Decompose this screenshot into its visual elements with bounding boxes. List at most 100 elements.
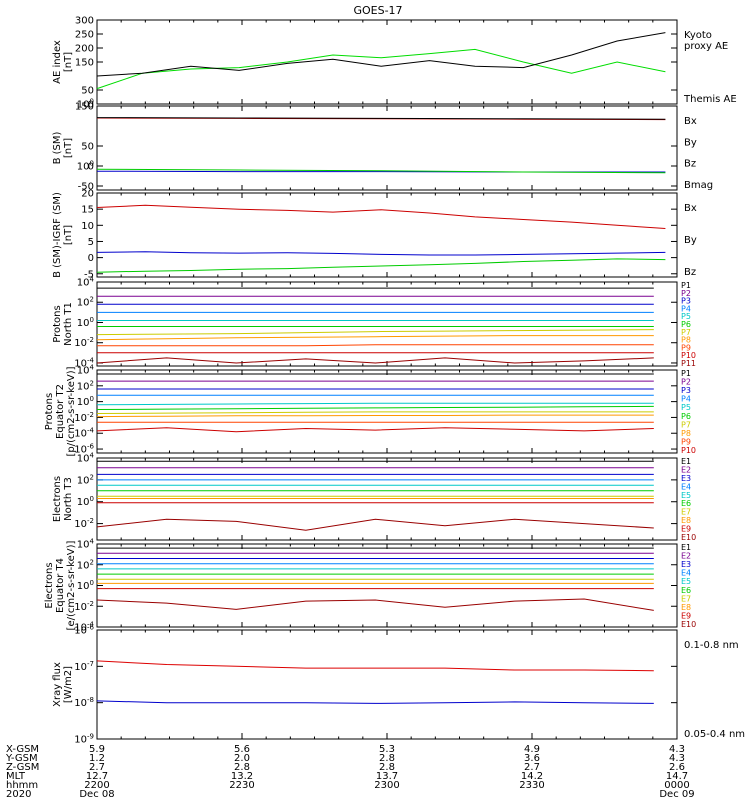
legend-entry: E6 [681,499,691,508]
y-axis-label: AE index [52,40,63,84]
y-tick-label: 100 [77,579,94,592]
panel-frame [96,281,678,367]
y-axis-label: [nT] [63,138,74,158]
ephemeris-value: 0000 [664,780,689,791]
series-line [96,357,654,364]
y-tick-label: 10-2 [74,411,94,424]
legend-entry: E10 [681,620,696,629]
series-line [96,427,654,433]
y-tick-label: 102 [77,379,94,392]
series-line [96,329,654,336]
y-tick-label: 102 [77,296,94,309]
y-axis-label: [W/m2] [63,666,74,703]
legend-entry: E2 [681,552,691,561]
panel-frame [96,629,678,740]
legend-entry: P7 [681,328,691,337]
y-tick-label: 104 [77,364,95,377]
y-tick-label: 10-4 [74,356,94,369]
ephemeris-value: Dec 08 [79,789,114,800]
legend-entry: P5 [681,403,691,412]
series-line [96,258,666,273]
legend-entry: P10 [681,446,696,455]
ephemeris-value: 2330 [519,780,544,791]
ephemeris-value: 5.9 [89,744,105,755]
y-axis-label: Equator T4 [55,558,66,613]
y-tick-label: 102 [77,473,94,486]
ephemeris-value: 2.7 [89,762,105,773]
y-tick-label: 150 [75,58,94,69]
legend-entry: Bx [684,203,697,214]
y-tick-label: -50 [78,182,94,193]
series-line [96,48,666,90]
legend-entry: E4 [681,482,691,491]
panel-6: 10-2 100 102 104 Electrons North T3 E1E2E3E4E5… [52,452,696,543]
series-line [96,660,654,672]
legend-entry: E1 [681,457,691,466]
legend-entry: P3 [681,386,691,395]
series-line [96,414,654,418]
y-tick-label: 0 [88,162,94,173]
legend-entry: P4 [681,304,691,313]
y-tick-label: 104 [77,538,95,551]
legend-entry: Bmag [684,180,713,191]
panel-frame [96,192,678,278]
y-tick-label: 10-4 [74,427,94,440]
ephemeris-value: 13.7 [376,771,398,782]
y-axis-label: Xray flux [52,662,63,707]
y-axis-label: Protons [52,305,63,342]
y-tick-label: 10-2 [74,517,94,530]
y-axis-label: North T1 [63,302,74,346]
legend-entry: proxy AE [684,41,728,52]
y-axis-label: B (SM)-IGRF (SM) [52,192,63,278]
y-axis-label: Protons [44,393,55,430]
ephemeris-value: 2200 [84,780,109,791]
ephemeris-value: 5.6 [234,744,250,755]
legend-entry: E4 [681,569,691,578]
ephemeris-value: 2300 [374,780,399,791]
y-tick-label: 104 [77,276,95,289]
y-tick-label: 102 [77,558,94,571]
y-tick-label: 300 [75,16,94,27]
y-tick-label: 100 [77,160,94,173]
series-line [96,335,654,341]
ephemeris-value: 1.2 [89,753,105,764]
series-line [96,117,666,120]
ephemeris-row-label: X-GSM [6,744,39,755]
y-axis-label: Electrons [52,476,63,522]
y-tick-label: 0 [88,253,94,264]
series-line [96,204,666,229]
series-line [96,598,654,611]
y-tick-label: 100 [77,316,94,329]
series-line [96,32,666,77]
panel-2: -50 0 50 100 150 B (SM) [nT] Bx By Bz Bmag [52,102,713,193]
ephemeris-value: 2.0 [234,753,250,764]
y-axis-label: B (SM) [52,131,63,164]
legend-entry: E1 [681,543,691,552]
y-tick-label: 10-2 [74,336,94,349]
figure-title: GOES-17 [353,4,402,17]
legend-entry: P1 [681,369,691,378]
y-tick-label: 100 [77,395,94,408]
legend-entry: Themis AE [683,94,737,105]
legend-entry: E9 [681,525,691,534]
legend-entry: P6 [681,320,691,329]
y-tick-label: 100 [77,98,94,111]
legend-entry: E2 [681,465,691,474]
legend-entry: E6 [681,586,691,595]
y-axis-label: North T3 [63,477,74,521]
legend-entry: E9 [681,611,691,620]
y-tick-label: 50 [81,142,94,153]
legend-entry: P4 [681,395,691,404]
legend-entry: E5 [681,577,691,586]
ephemeris-row-label: hhmm [6,780,38,791]
legend-entry: P11 [681,359,696,368]
ephemeris-row-label: Y-GSM [5,753,38,764]
legend-entry: Bx [684,116,697,127]
legend-entry: P5 [681,312,691,321]
series-line [96,700,654,704]
y-tick-label: 200 [75,44,94,55]
legend-entry: P7 [681,420,691,429]
series-line [96,518,654,531]
legend-entry: E8 [681,516,691,525]
